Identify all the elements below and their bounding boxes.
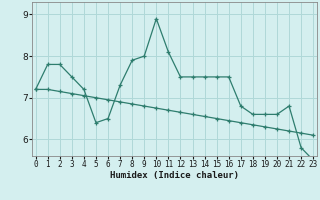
X-axis label: Humidex (Indice chaleur): Humidex (Indice chaleur) (110, 171, 239, 180)
